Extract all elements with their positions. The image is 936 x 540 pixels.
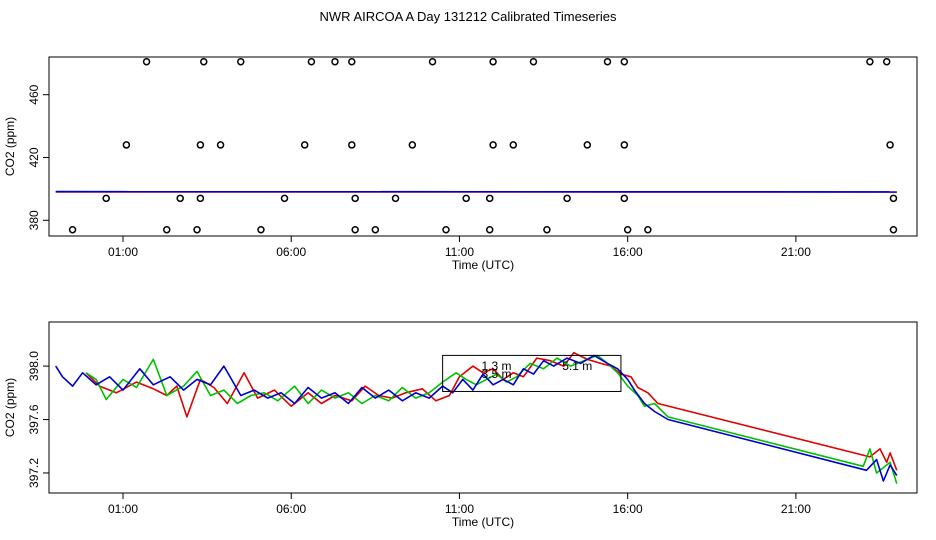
- data-point: [889, 194, 898, 203]
- data-point: [280, 194, 289, 203]
- x-tick-label: 06:00: [276, 245, 306, 259]
- data-point: [408, 141, 417, 149]
- data-point: [163, 225, 171, 234]
- x-tick-label: 21:00: [781, 502, 811, 516]
- data-point: [489, 57, 497, 66]
- data-point: [603, 57, 612, 66]
- data-point: [348, 57, 356, 66]
- data-point: [237, 57, 245, 66]
- data-point: [122, 141, 131, 149]
- box-label: 3.5 m: [481, 367, 511, 381]
- data-point: [563, 194, 571, 203]
- y-tick-label: 398.0: [27, 351, 41, 381]
- data-point: [391, 194, 400, 203]
- data-point: [102, 194, 110, 203]
- plot-frame: [48, 56, 918, 237]
- data-point: [462, 194, 470, 203]
- data-point: [866, 57, 874, 66]
- data-point: [644, 225, 652, 234]
- x-axis-label: Time (UTC): [452, 515, 514, 529]
- data-point: [620, 194, 629, 203]
- x-tick-label: 06:00: [276, 502, 306, 516]
- data-point: [196, 194, 205, 203]
- x-tick-label: 16:00: [613, 245, 643, 259]
- data-point: [176, 194, 184, 203]
- y-tick-label: 420: [27, 147, 41, 167]
- data-point: [331, 57, 339, 66]
- data-point: [216, 141, 225, 149]
- data-point: [307, 57, 316, 66]
- data-point: [196, 141, 205, 149]
- data-point: [68, 225, 77, 234]
- data-point: [193, 225, 201, 234]
- panel-top-scatter: 01:00 06:00 11:00 16:00 21:00 Time (UTC) 380 42…: [3, 56, 918, 272]
- x-tick-label: 11:00: [445, 502, 474, 516]
- plot-frame: [48, 321, 918, 494]
- y-axis-label: CO2 (ppm): [3, 117, 17, 176]
- x-tick-label: 21:00: [781, 245, 811, 259]
- y-tick-label: 460: [27, 84, 41, 104]
- y-tick-label: 380: [27, 210, 41, 230]
- data-point: [351, 225, 359, 234]
- data-point: [442, 225, 450, 234]
- data-point: [882, 57, 891, 66]
- data-point: [300, 141, 309, 149]
- panel-bottom-timeseries: 01:00 06:00 11:00 16:00 21:00 Time (UTC) 397.2…: [3, 321, 918, 529]
- plot-area: [55, 351, 898, 484]
- data-point: [348, 141, 356, 149]
- data-point: [142, 57, 151, 66]
- y-tick-label: 397.2: [27, 458, 41, 488]
- data-point: [485, 225, 494, 234]
- data-point: [620, 57, 629, 66]
- x-tick-label: 11:00: [445, 245, 474, 259]
- highlight-box: [442, 354, 622, 392]
- data-point: [485, 194, 494, 203]
- data-point: [351, 194, 359, 203]
- x-axis-label: Time (UTC): [452, 258, 514, 272]
- data-point: [583, 141, 592, 149]
- data-point: [886, 141, 894, 149]
- y-tick-label: 397.6: [27, 404, 41, 434]
- data-point: [543, 225, 551, 234]
- data-point: [489, 141, 497, 149]
- data-point: [623, 225, 632, 234]
- y-axis-label: CO2 (ppm): [3, 378, 17, 437]
- chart-title: NWR AIRCOA A Day 131212 Calibrated Times…: [319, 9, 617, 24]
- data-point: [428, 57, 437, 66]
- box-label: 1.3 m: [481, 359, 511, 373]
- data-point: [620, 141, 629, 149]
- box-label: 5.1 m: [562, 359, 592, 373]
- series-line-blue: [55, 354, 898, 482]
- data-point: [889, 225, 898, 234]
- plot-area: [55, 57, 898, 234]
- data-point: [371, 225, 380, 234]
- data-point: [509, 141, 518, 149]
- x-tick-label: 01:00: [108, 502, 138, 516]
- data-point: [257, 225, 265, 234]
- x-tick-label: 01:00: [108, 245, 138, 259]
- x-tick-label: 16:00: [613, 502, 643, 516]
- data-point: [200, 57, 208, 66]
- data-point: [529, 57, 538, 66]
